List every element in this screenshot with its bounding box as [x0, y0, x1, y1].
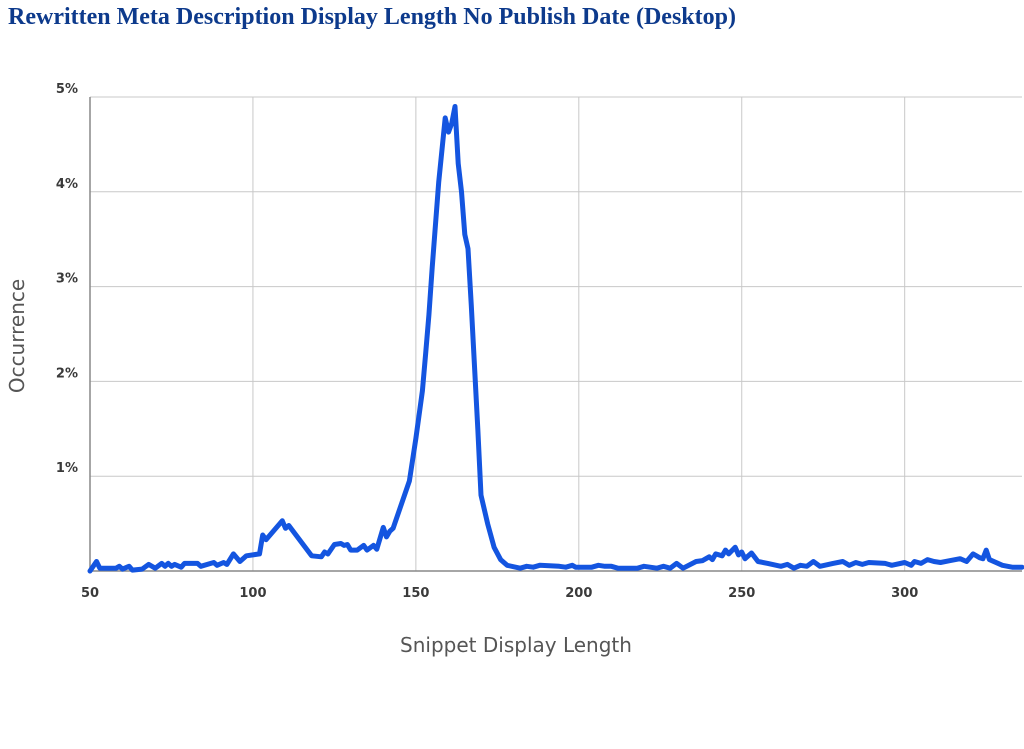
y-tick-label: 5%	[56, 82, 78, 97]
y-tick-label: 1%	[56, 461, 78, 476]
chart-title: Rewritten Meta Description Display Lengt…	[8, 4, 736, 30]
x-tick-label: 50	[81, 586, 99, 601]
y-tick-label: 4%	[56, 177, 78, 192]
x-tick-label: 300	[891, 586, 918, 601]
x-tick-label: 150	[402, 586, 429, 601]
data-line	[87, 104, 1024, 574]
y-tick-label: 3%	[56, 272, 78, 287]
y-tick-label: 2%	[56, 366, 78, 381]
x-tick-label: 100	[239, 586, 266, 601]
x-tick-label: 250	[728, 586, 755, 601]
x-axis-title: Snippet Display Length	[400, 633, 632, 657]
y-axis-title: Occurrence	[5, 279, 29, 393]
x-tick-label: 200	[565, 586, 592, 601]
